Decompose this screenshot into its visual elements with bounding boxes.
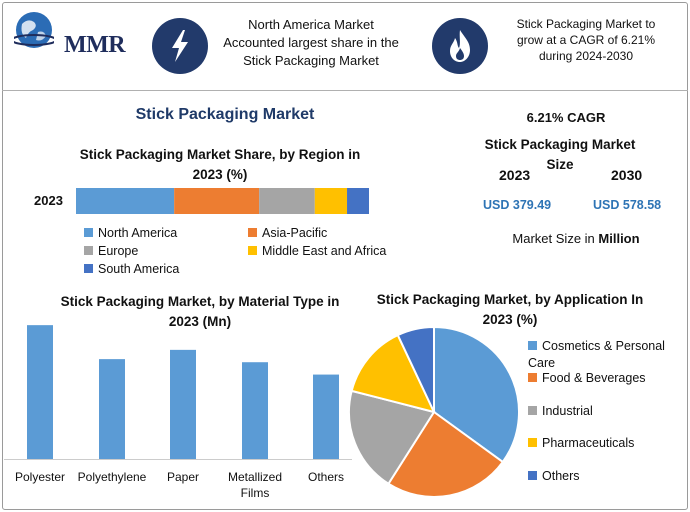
application-pie-chart [348, 325, 520, 498]
flame-icon [432, 18, 488, 74]
pie-slice-cosmetics-personal-care [433, 325, 520, 464]
year-2030: 2030 [611, 167, 643, 183]
legend-swatch [84, 246, 93, 255]
region-bar-north-america [76, 188, 175, 214]
pie-slice-industrial [348, 389, 436, 486]
header-box1-text: North America Market Accounted largest s… [223, 17, 399, 68]
application-chart-title: Stick Packaging Market, by Application I… [376, 292, 644, 327]
pie-slice-others [396, 325, 435, 413]
material-tick-label-others: Others [308, 470, 344, 484]
legend-item-middle-east-africa: Middle East and Africa [248, 244, 386, 258]
pie-slice-pharmaceuticals [350, 333, 436, 414]
legend-swatch [84, 264, 93, 273]
material-tick-label-polyethylene: Polyethylene [78, 470, 147, 484]
header-divider [2, 90, 688, 91]
legend-swatch [528, 341, 537, 350]
legend-item-pharmaceuticals: Pharmaceuticals [528, 436, 634, 450]
material-tick-label-metallized-films: Metallized Films [228, 470, 282, 500]
legend-swatch [528, 438, 537, 447]
material-bar-polyethylene [99, 359, 125, 459]
pie-slice-food-beverages [387, 410, 505, 498]
material-chart-title: Stick Packaging Market, by Material Type… [60, 294, 340, 329]
header-box2-text: Stick Packaging Market to grow at a CAGR… [516, 17, 656, 63]
legend-item-industrial: Industrial [528, 404, 593, 418]
page-title: Stick Packaging Market [135, 106, 315, 123]
legend-item-asia-pacific: Asia-Pacific [248, 226, 327, 240]
legend-swatch [528, 471, 537, 480]
globe-icon [14, 12, 54, 48]
market-size-unit: Market Size in Million [512, 231, 640, 246]
lightning-bolt-icon [152, 18, 208, 74]
material-bar-others [313, 374, 339, 459]
material-bar-polyester [27, 325, 53, 459]
legend-swatch [248, 228, 257, 237]
year-2023: 2023 [499, 167, 531, 183]
material-chart: Polyester Polyethylene Paper Metallized Film… [4, 325, 352, 500]
region-chart: 2023 [34, 188, 369, 214]
region-bar-south-america [347, 188, 369, 214]
legend-swatch [528, 373, 537, 382]
legend-swatch [528, 406, 537, 415]
header: MMR North America Market Accounted large… [0, 0, 690, 90]
market-size-title: Stick Packaging Market Size [484, 137, 636, 172]
market-value-2030: USD 578.58 [593, 198, 662, 212]
region-bar-asia-pacific [174, 188, 260, 214]
legend-swatch [248, 246, 257, 255]
material-tick-label-polyester: Polyester [15, 470, 65, 484]
region-bar-middle-east-and-africa [314, 188, 348, 214]
mmr-logo: MMR [10, 8, 140, 60]
legend-item-cosmetics: Cosmetics & Personal Care [528, 339, 665, 370]
region-chart-title: Stick Packaging Market Share, by Region … [79, 147, 361, 182]
region-row-label: 2023 [34, 193, 63, 208]
cagr-text: 6.21% CAGR [526, 110, 606, 125]
legend-item-food-beverages: Food & Beverages [528, 371, 646, 385]
legend-item-europe: Europe [84, 244, 138, 258]
region-bar-europe [259, 188, 315, 214]
material-bar-metallized-films [242, 362, 268, 459]
logo-text: MMR [64, 32, 126, 58]
legend-swatch [84, 228, 93, 237]
legend-item-others: Others [528, 469, 580, 483]
material-tick-label-paper: Paper [167, 470, 199, 484]
market-value-2023: USD 379.49 [483, 198, 552, 212]
legend-item-north-america: North America [84, 226, 177, 240]
material-bar-paper [170, 349, 196, 459]
legend-item-south-america: South America [84, 262, 179, 276]
